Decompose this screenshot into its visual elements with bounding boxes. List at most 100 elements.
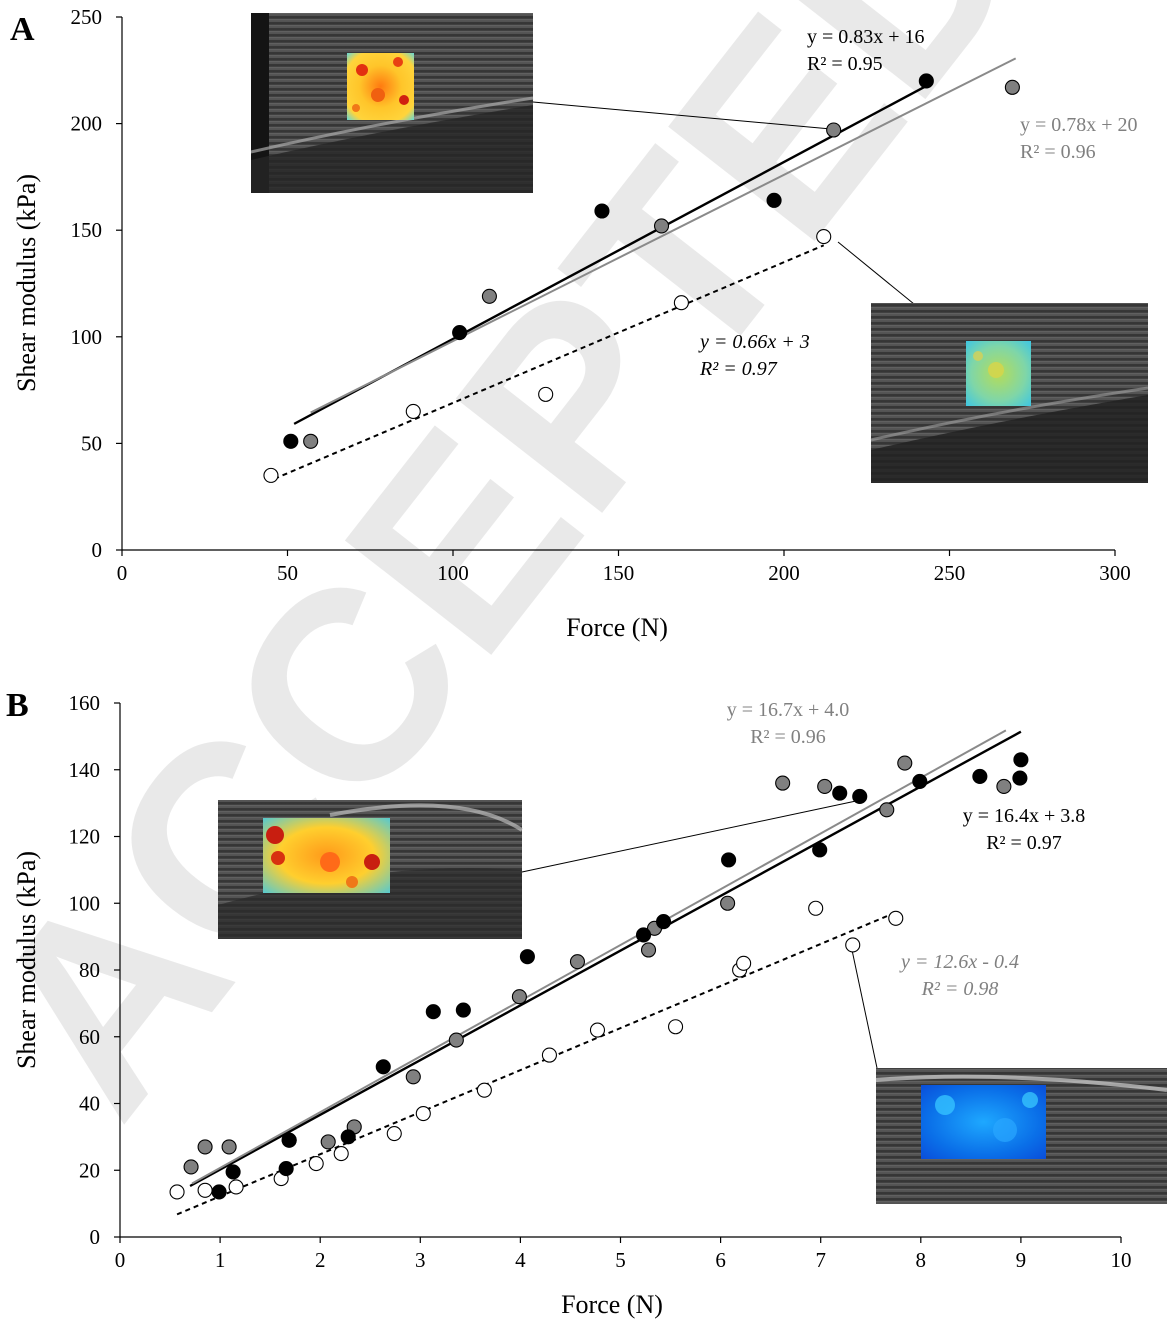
x-tick-label: 300 (1099, 561, 1131, 585)
data-point-open (541, 1047, 557, 1063)
data-point-open (263, 467, 279, 483)
data-point-gray-filled (1004, 79, 1020, 95)
y-tick-label: 200 (71, 112, 103, 136)
data-point-open (589, 1022, 606, 1038)
data-point-black-filled (519, 949, 535, 965)
regression-r2: R² = 0.96 (1020, 141, 1096, 163)
trendline-gray-filled (310, 57, 1017, 414)
data-point-open (736, 955, 752, 971)
ultrasound-inset-right-a (870, 303, 1149, 483)
panel-letter: A (10, 11, 35, 48)
inset-leader-line (521, 800, 857, 873)
inset-leader-line (837, 241, 915, 305)
y-tick-label: 80 (79, 958, 100, 982)
y-tick-label: 0 (90, 1225, 101, 1249)
data-point-gray-filled (640, 942, 657, 958)
data-point-black-filled (225, 1164, 241, 1180)
data-point-gray-filled (996, 778, 1012, 794)
data-point-black-filled (281, 1132, 297, 1148)
y-tick-label: 150 (71, 218, 103, 242)
panel-a: A 0 50 100 150 200 250 300 0 50 100 150 200 250 Force … (10, 5, 1138, 642)
data-point-open (888, 910, 904, 926)
data-point-open (386, 1125, 402, 1142)
data-point-black-filled (918, 73, 934, 89)
data-point-black-filled (1012, 770, 1028, 786)
data-point-open (333, 1146, 349, 1162)
data-point-black-filled (425, 1004, 441, 1020)
data-point-open (169, 1184, 185, 1200)
data-point-open (816, 229, 832, 245)
inset-leader-line (851, 949, 878, 1069)
data-point-open (668, 1019, 684, 1035)
data-point-open (405, 403, 421, 419)
data-point-open (415, 1105, 431, 1122)
ultrasound-inset-left-b (218, 800, 524, 939)
data-point-black-filled (912, 773, 928, 789)
trendline-open (176, 913, 892, 1216)
data-point-open (228, 1179, 244, 1195)
x-tick-label: 200 (768, 561, 800, 585)
data-point-open (538, 386, 554, 402)
x-tick-label: 2 (315, 1248, 326, 1272)
data-point-black-filled (452, 324, 468, 341)
data-point-gray-filled (817, 778, 833, 794)
regression-equation: y = 0.66x + 3 (698, 331, 810, 353)
panel-b: B0 1 2 3 4 5 6 7 8 9 10020406080100120140160Force … (6, 687, 1132, 1319)
elastography-map-green (966, 341, 1031, 406)
data-point-gray-filled (826, 122, 842, 138)
y-tick-label: 60 (79, 1025, 100, 1049)
inset-leader-line (532, 101, 832, 130)
data-point-gray-filled (481, 288, 497, 304)
y-tick-label: 40 (79, 1092, 100, 1116)
y-tick-label: 250 (71, 5, 103, 29)
regression-equation: y = 0.78x + 20 (1020, 114, 1138, 136)
x-tick-label: 150 (603, 561, 635, 585)
y-tick-label: 100 (71, 325, 103, 349)
x-tick-label: 10 (1111, 1248, 1132, 1272)
regression-r2: R² = 0.97 (699, 358, 778, 380)
data-point-open (673, 295, 689, 311)
data-point-gray-filled (897, 755, 913, 771)
y-tick-label: 50 (81, 431, 102, 455)
y-tick-label: 120 (69, 825, 101, 849)
data-point-gray-filled (511, 989, 527, 1005)
data-point-gray-filled (221, 1139, 237, 1155)
ultrasound-inset-top-left-a (250, 13, 534, 193)
data-point-gray-filled (569, 954, 586, 970)
regression-r2: R² = 0.95 (807, 53, 883, 75)
y-tick-label: 140 (69, 758, 101, 782)
x-tick-label: 0 (115, 1248, 126, 1272)
data-point-black-filled (211, 1184, 227, 1200)
data-point-black-filled (594, 203, 610, 219)
data-point-black-filled (972, 768, 988, 784)
x-tick-label: 8 (916, 1248, 927, 1272)
y-axis-title: Shear modulus (kPa) (12, 174, 41, 392)
data-point-black-filled (455, 1002, 471, 1018)
regression-equation: y = 12.6x - 0.4 (899, 951, 1019, 973)
data-point-black-filled (766, 192, 782, 208)
elastography-map-hot (347, 53, 414, 120)
regression-r2: R² = 0.96 (750, 726, 826, 748)
data-point-black-filled (812, 842, 828, 858)
data-point-gray-filled (183, 1159, 199, 1175)
y-tick-label: 0 (92, 538, 103, 562)
regression-equation: y = 0.83x + 16 (807, 26, 925, 48)
data-point-black-filled (375, 1059, 391, 1075)
elastography-map-hot-b (263, 818, 390, 893)
regression-equation: y = 16.7x + 4.0 (727, 699, 850, 721)
data-point-black-filled (283, 433, 299, 449)
y-tick-label: 100 (69, 891, 101, 915)
data-point-open (308, 1156, 324, 1172)
data-point-open (197, 1182, 213, 1198)
data-point-black-filled (340, 1129, 356, 1145)
data-point-gray-filled (653, 218, 670, 234)
y-tick-label: 20 (79, 1158, 100, 1182)
elastography-map-blue (921, 1085, 1046, 1159)
data-point-open (476, 1082, 492, 1098)
data-point-gray-filled (775, 775, 791, 791)
data-point-gray-filled (720, 895, 736, 911)
x-tick-label: 0 (117, 561, 128, 585)
data-point-gray-filled (197, 1139, 213, 1155)
x-tick-label: 1 (215, 1248, 226, 1272)
